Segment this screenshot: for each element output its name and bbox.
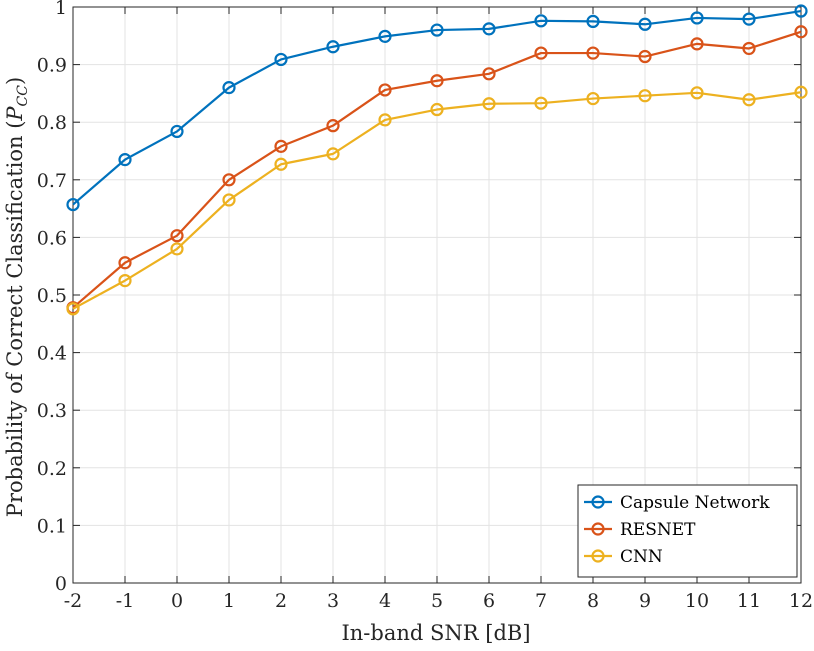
data-point-resnet xyxy=(794,25,808,39)
data-point-resnet xyxy=(326,119,340,133)
data-point-cnn xyxy=(118,274,132,288)
data-point-resnet xyxy=(482,67,496,81)
axes: -2 -1 0 1 2 3 4 5 6 7 8 9 10 11 1200.10.20.30.40.50.60… xyxy=(37,0,813,612)
data-point-cnn xyxy=(742,93,756,107)
y-axis-title-text: Probability of Correct Classification ( xyxy=(3,121,27,518)
x-tick-label: 1 xyxy=(223,590,235,612)
x-tick-label: 3 xyxy=(327,590,339,612)
x-tick-label: 8 xyxy=(587,590,599,612)
y-tick-label: 0.6 xyxy=(37,227,67,249)
y-tick-label: 0.1 xyxy=(37,515,67,537)
data-point-resnet xyxy=(638,49,652,64)
y-tick-label: 0.7 xyxy=(37,170,67,192)
y-tick-label: 0.8 xyxy=(37,112,67,134)
x-axis-title: In-band SNR [dB] xyxy=(341,621,530,645)
data-point-capsule-network xyxy=(586,14,600,28)
data-point-capsule-network xyxy=(170,124,184,139)
legend: Capsule Network RESNET CNN xyxy=(577,484,798,578)
data-point-resnet xyxy=(170,229,184,243)
data-point-resnet xyxy=(742,41,756,56)
data-point-resnet xyxy=(534,46,548,60)
y-tick-label: 0.5 xyxy=(37,285,67,307)
y-tick-label: 0 xyxy=(55,573,67,595)
data-point-resnet xyxy=(222,173,236,187)
data-point-cnn xyxy=(690,86,704,100)
series-line-cnn xyxy=(72,91,802,310)
data-point-cnn xyxy=(794,85,808,99)
x-tick-label: 4 xyxy=(379,590,391,612)
data-point-resnet xyxy=(378,83,392,97)
data-point-capsule-network xyxy=(378,29,392,43)
y-tick-label: 0.4 xyxy=(37,343,67,365)
y-axis-title-symbol: P xyxy=(3,106,27,122)
data-point-capsule-network xyxy=(742,12,756,26)
data-point-capsule-network xyxy=(326,40,340,54)
series-resnet xyxy=(66,25,808,315)
legend-entry-resnet: RESNET xyxy=(584,520,696,540)
data-point-cnn xyxy=(274,157,288,171)
x-tick-label: 12 xyxy=(789,590,813,612)
legend-marker-cnn xyxy=(591,549,605,563)
x-tick-label: 2 xyxy=(275,590,287,612)
data-point-cnn xyxy=(482,97,496,111)
x-tick-label: 6 xyxy=(483,590,495,612)
legend-box xyxy=(577,484,798,578)
y-axis-title-subscript: CC xyxy=(15,85,31,107)
y-tick-label: 0.2 xyxy=(37,458,67,480)
data-point-cnn xyxy=(430,102,444,117)
data-point-capsule-network xyxy=(430,23,444,37)
x-tick-label: -2 xyxy=(64,590,83,612)
legend-label-resnet: RESNET xyxy=(620,520,696,540)
legend-entry-capsule-network: Capsule Network xyxy=(584,493,770,513)
legend-label-cnn: CNN xyxy=(620,547,663,567)
data-point-cnn xyxy=(222,193,236,207)
data-point-capsule-network xyxy=(66,197,80,212)
data-point-capsule-network xyxy=(482,22,496,36)
legend-label-capsule-network: Capsule Network xyxy=(620,493,770,513)
series-capsule-network xyxy=(66,4,808,212)
x-tick-label: -1 xyxy=(116,590,135,612)
data-point-capsule-network xyxy=(534,14,548,28)
data-point-capsule-network xyxy=(638,17,652,31)
data-point-cnn xyxy=(378,113,392,127)
data-point-cnn xyxy=(66,302,80,316)
data-point-capsule-network xyxy=(690,11,704,25)
data-point-capsule-network xyxy=(274,52,288,67)
x-tick-label: 9 xyxy=(639,590,651,612)
data-point-capsule-network xyxy=(118,153,132,167)
x-tick-label: 10 xyxy=(685,590,709,612)
data-point-resnet xyxy=(690,37,704,51)
data-point-cnn xyxy=(638,89,652,103)
series-group xyxy=(66,4,808,316)
y-tick-label: 1 xyxy=(55,0,67,19)
series-line-capsule-network xyxy=(72,9,802,206)
data-point-resnet xyxy=(430,74,444,88)
legend-entry-cnn: CNN xyxy=(584,547,663,567)
y-axis-title: Probability of Correct Classification (P… xyxy=(3,77,31,517)
series-cnn xyxy=(66,85,808,316)
series-line-resnet xyxy=(72,30,802,309)
data-point-resnet xyxy=(118,256,132,270)
x-tick-label: 7 xyxy=(535,590,547,612)
data-point-capsule-network xyxy=(794,4,808,18)
legend-marker-capsule-network xyxy=(591,495,605,509)
legend-marker-resnet xyxy=(591,522,605,536)
y-tick-label: 0.9 xyxy=(37,55,67,77)
data-point-cnn xyxy=(326,147,340,161)
x-tick-label: 0 xyxy=(171,590,183,612)
data-point-cnn xyxy=(586,91,600,106)
x-tick-label: 5 xyxy=(431,590,443,612)
y-tick-label: 0.3 xyxy=(37,400,67,422)
data-point-resnet xyxy=(586,46,600,60)
y-axis-title-close: ) xyxy=(3,77,27,85)
data-point-capsule-network xyxy=(222,81,236,95)
data-point-cnn xyxy=(534,96,548,110)
data-point-cnn xyxy=(170,242,184,256)
x-tick-label: 11 xyxy=(737,590,761,612)
data-point-resnet xyxy=(274,139,288,153)
